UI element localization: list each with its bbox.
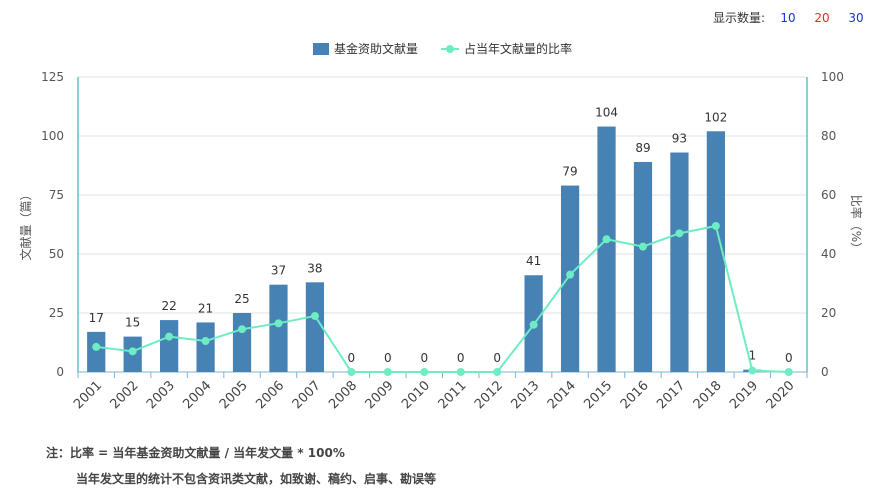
x-tick-label: 2008 — [326, 378, 360, 412]
ratio-point — [347, 368, 356, 376]
ratio-point — [383, 368, 392, 376]
bar-value-label: 0 — [348, 351, 356, 365]
bar — [597, 126, 616, 372]
ratio-point — [638, 242, 647, 251]
bar — [670, 152, 689, 372]
bar-value-label: 21 — [198, 301, 213, 315]
x-tick-label: 2016 — [618, 378, 652, 412]
y2-tick-label: 60 — [821, 188, 836, 202]
bar — [706, 131, 725, 372]
bar-value-label: 38 — [307, 261, 322, 275]
ratio-point — [201, 337, 210, 346]
y2-tick-label: 40 — [821, 247, 836, 261]
x-tick-label: 2002 — [107, 378, 141, 412]
display-count-option-30[interactable]: 30 — [848, 10, 864, 25]
x-tick-label: 2015 — [581, 378, 615, 412]
x-tick-label: 2003 — [144, 378, 178, 412]
bar-value-label: 89 — [635, 141, 650, 155]
bar-value-label: 41 — [526, 254, 541, 268]
x-tick-label: 2005 — [217, 378, 251, 412]
ratio-point — [529, 320, 538, 329]
x-tick-label: 2001 — [71, 378, 105, 412]
display-count-option-20[interactable]: 20 — [814, 10, 830, 25]
bar-value-label: 25 — [234, 292, 249, 306]
display-count-option-10[interactable]: 10 — [780, 10, 796, 25]
ratio-point — [420, 368, 429, 376]
y2-axis-title: 比率（%） — [849, 195, 864, 254]
ratio-point — [238, 325, 247, 334]
x-tick-label: 2020 — [764, 378, 798, 412]
ratio-point — [128, 347, 137, 356]
ratio-point — [493, 368, 502, 376]
ratio-point — [456, 368, 465, 376]
x-tick-label: 2009 — [363, 378, 397, 412]
bar-value-label: 104 — [595, 106, 618, 120]
x-tick-label: 2013 — [508, 378, 542, 412]
bar — [232, 313, 252, 372]
note-exclusions: 当年发文里的统计不包含资讯类文献，如致谢、稿约、启事、勘误等 — [76, 472, 437, 486]
ratio-point — [748, 366, 757, 375]
bar — [305, 282, 325, 372]
ratio-point — [310, 311, 319, 320]
ratio-point — [711, 221, 720, 230]
x-tick-label: 2007 — [290, 378, 324, 412]
legend-bar-label: 基金资助文献量 — [334, 41, 418, 56]
display-count-label: 显示数量: — [712, 11, 765, 25]
ratio-point — [274, 319, 283, 328]
note-ratio-formula: 注：比率 = 当年基金资助文献量 / 当年发文量 * 100% — [46, 446, 345, 460]
y2-tick-label: 80 — [821, 129, 836, 143]
y-tick-label: 50 — [49, 247, 64, 261]
y2-tick-label: 20 — [821, 306, 836, 320]
bar-value-label: 37 — [271, 264, 286, 278]
ratio-point — [602, 235, 611, 244]
y2-tick-label: 100 — [821, 70, 844, 84]
bar — [160, 320, 179, 372]
y2-tick-label: 0 — [821, 365, 829, 379]
y-tick-label: 125 — [41, 70, 64, 84]
ratio-point — [165, 332, 174, 341]
ratio-point — [566, 270, 575, 279]
x-tick-label: 2018 — [691, 378, 725, 412]
legend-line-marker — [446, 45, 454, 53]
bar-value-label: 79 — [562, 165, 577, 179]
chart-notes: 注：比率 = 当年基金资助文献量 / 当年发文量 * 100% 当年发文里的统计… — [46, 440, 436, 492]
bar-value-label: 17 — [89, 311, 104, 325]
x-tick-label: 2014 — [545, 378, 579, 412]
bar — [196, 322, 215, 372]
bar-value-label: 22 — [161, 299, 176, 313]
legend-line-label: 占当年文献量的比率 — [464, 41, 572, 56]
y-tick-label: 0 — [56, 365, 64, 379]
x-tick-label: 2010 — [399, 378, 433, 412]
x-tick-label: 2004 — [180, 378, 214, 412]
bar-value-label: 1 — [749, 349, 757, 363]
bar-value-label: 0 — [493, 351, 501, 365]
y-tick-label: 100 — [41, 129, 64, 143]
bar-value-label: 0 — [457, 351, 465, 365]
bar-value-label: 0 — [785, 351, 793, 365]
legend-bar-swatch — [313, 43, 329, 55]
ratio-point — [675, 229, 684, 238]
bar-value-label: 93 — [672, 132, 687, 146]
x-tick-label: 2019 — [727, 378, 761, 412]
x-tick-label: 2017 — [654, 378, 688, 412]
ratio-point — [784, 368, 793, 376]
bar — [269, 284, 288, 372]
bar — [633, 161, 653, 372]
bar-value-label: 0 — [384, 351, 392, 365]
y-axis-title: 文献量（篇） — [18, 188, 33, 260]
y-tick-label: 75 — [49, 188, 64, 202]
x-tick-label: 2011 — [436, 378, 470, 412]
x-tick-label: 2006 — [253, 378, 287, 412]
bar — [560, 185, 580, 372]
y-tick-label: 25 — [49, 306, 64, 320]
bar-value-label: 15 — [125, 316, 140, 330]
bar-value-label: 0 — [420, 351, 428, 365]
x-tick-label: 2012 — [472, 378, 506, 412]
bar-value-label: 102 — [704, 110, 727, 124]
display-count-selector: 显示数量: 10 20 30 — [713, 9, 873, 26]
ratio-point — [92, 342, 101, 351]
bar — [87, 331, 106, 372]
ratio-line — [96, 224, 789, 373]
